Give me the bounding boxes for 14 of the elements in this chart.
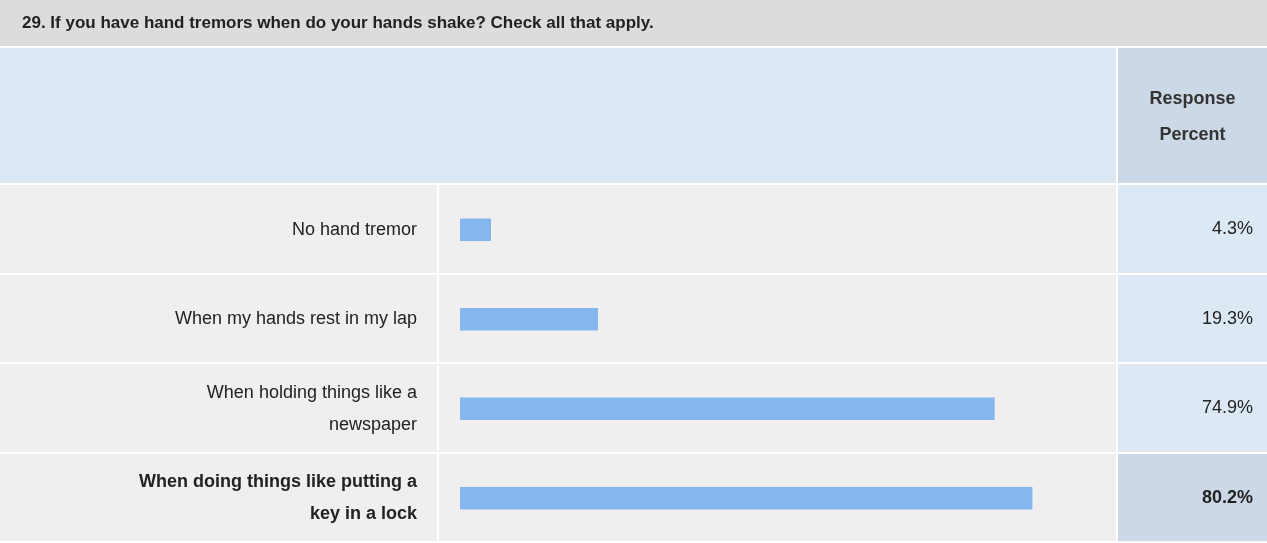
data-label: 80.2%: [1118, 453, 1267, 541]
data-label: 4.3%: [1118, 185, 1267, 273]
data-label: 19.3%: [1118, 274, 1267, 362]
bar: [460, 307, 598, 331]
y-tick-label: When holding things like a newspaper: [205, 380, 417, 436]
data-label: 74.9%: [1118, 364, 1267, 452]
bar: [460, 218, 491, 242]
bar: [460, 397, 995, 421]
y-tick-label: No hand tremor: [291, 217, 417, 241]
y-tick-label: When my hands rest in my lap: [174, 307, 417, 331]
chart-title: 29. If you have hand tremors when do your hands shake? Check all that apply.: [0, 0, 1267, 46]
y-tick-label: When doing things like putting a key in a lock: [138, 470, 417, 526]
bar: [460, 486, 1033, 510]
text: Response Percent: [1148, 86, 1237, 146]
